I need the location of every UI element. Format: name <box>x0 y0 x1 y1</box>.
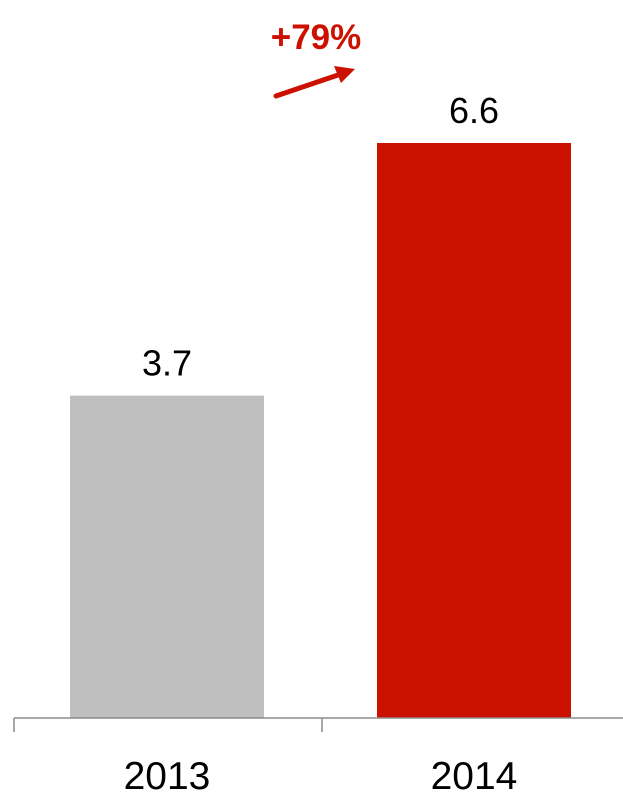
value-label-2014: 6.6 <box>449 90 499 131</box>
bar-2013 <box>70 395 264 718</box>
category-label-2013: 2013 <box>124 755 211 795</box>
category-labels-group: 2013 2014 <box>124 755 518 795</box>
x-axis-ticks <box>13 718 323 732</box>
arrow-up-right-icon <box>273 66 355 99</box>
value-labels-group: 3.7 6.6 <box>142 90 499 384</box>
change-percent-label: +79% <box>271 18 362 57</box>
category-label-2014: 2014 <box>431 755 518 795</box>
bar-2014 <box>377 143 571 718</box>
value-label-2013: 3.7 <box>142 343 192 384</box>
change-annotation: +79% <box>271 18 362 99</box>
bars-group <box>70 143 571 718</box>
